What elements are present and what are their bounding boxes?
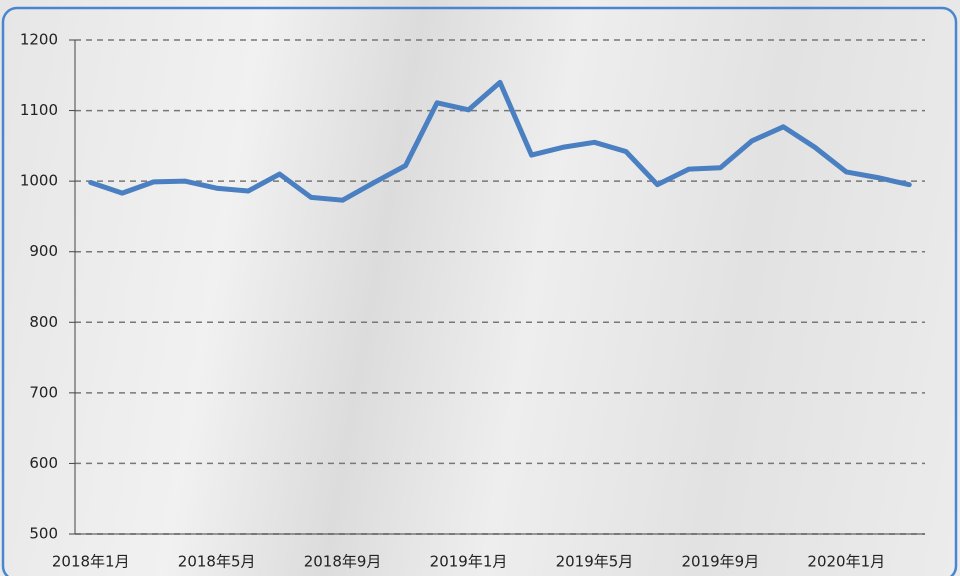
chart: 500 600 700 800 900 1000 1100 1200 2018年1月 2018年5… — [0, 0, 960, 576]
x-tick-label: 2019年5月 — [556, 553, 634, 571]
y-tick-label: 600 — [29, 454, 58, 472]
data-line — [91, 82, 910, 200]
y-tick-label: 1100 — [20, 101, 58, 119]
y-tick-label: 800 — [29, 313, 58, 331]
chart-background: 500 600 700 800 900 1000 1100 1200 2018年1月 2018年5… — [0, 0, 960, 576]
frame — [3, 8, 956, 576]
y-tick-label: 500 — [29, 525, 58, 543]
x-tick-label: 2020年1月 — [807, 553, 885, 571]
x-tick-label: 2018年1月 — [52, 553, 130, 571]
x-tick-label: 2019年1月 — [430, 553, 508, 571]
y-tick-label: 900 — [29, 242, 58, 260]
y-tick-label: 1200 — [20, 31, 58, 49]
y-tick-label: 1000 — [20, 172, 58, 190]
x-tick-label: 2019年9月 — [682, 553, 760, 571]
y-tick-label: 700 — [29, 383, 58, 401]
x-tick-label: 2018年5月 — [178, 553, 256, 571]
x-tick-label: 2018年9月 — [304, 553, 382, 571]
